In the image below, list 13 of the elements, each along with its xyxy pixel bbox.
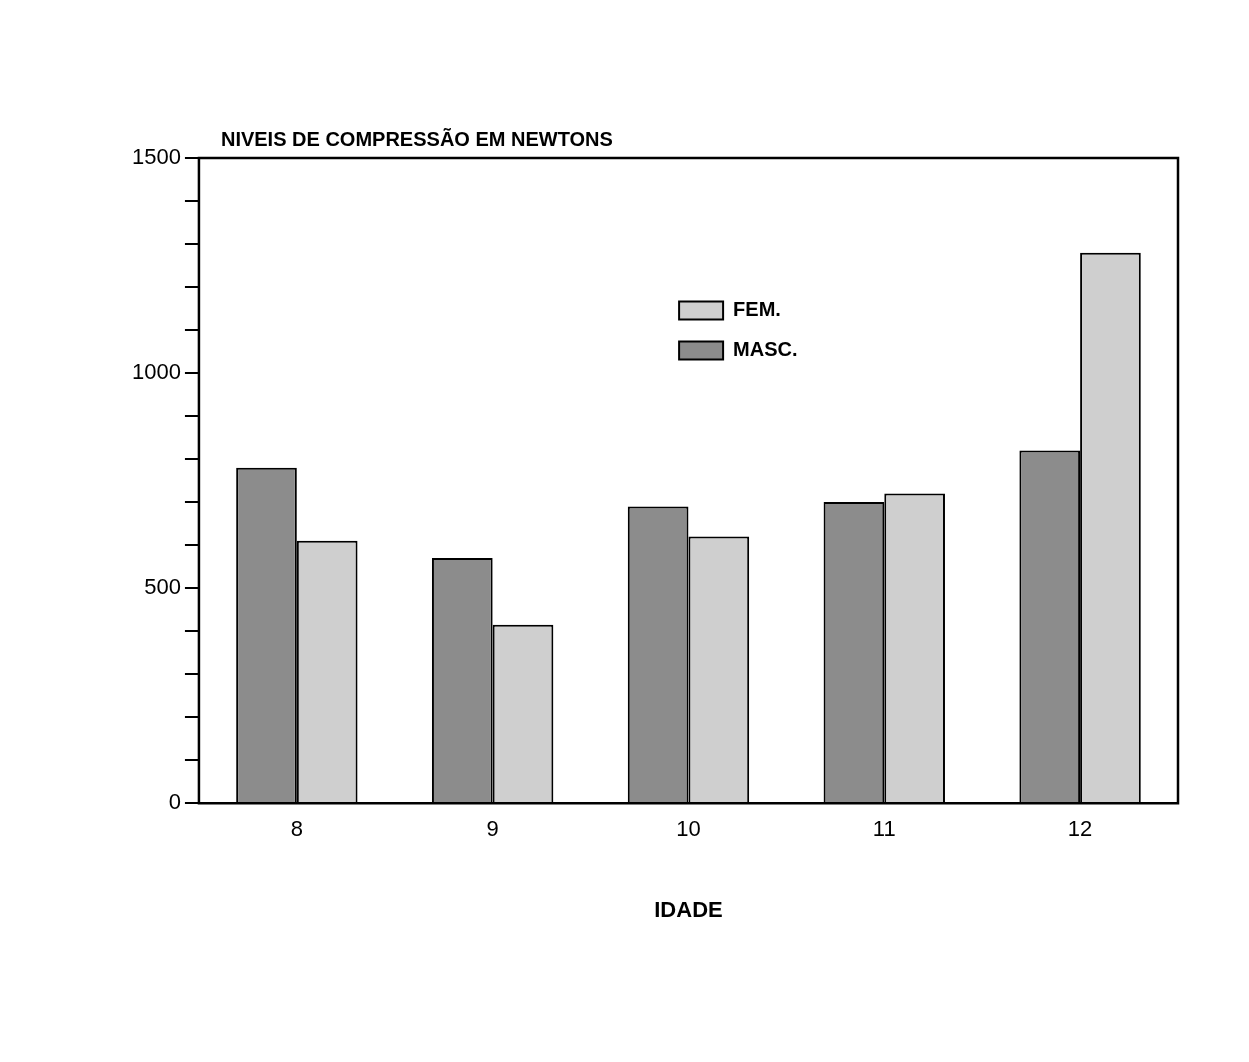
y-axis-title: NIVEIS DE COMPRESSÃO EM NEWTONS (220, 128, 613, 150)
y-tick-label: 1500 (131, 144, 181, 170)
x-axis-title: IDADE (654, 896, 723, 922)
legend-label: FEM. (733, 298, 781, 321)
x-tick-label: 12 (1067, 816, 1093, 842)
y-tick-label: 500 (144, 574, 181, 600)
x-tick-label: 9 (486, 816, 499, 842)
y-tick-label: 0 (168, 789, 181, 815)
x-tick-label: 10 (676, 816, 701, 842)
x-tick-label: 8 (290, 816, 303, 842)
x-tick-label: 11 (872, 816, 896, 842)
y-tick-label: 1000 (131, 359, 181, 385)
legend-label: MASC. (733, 338, 798, 361)
